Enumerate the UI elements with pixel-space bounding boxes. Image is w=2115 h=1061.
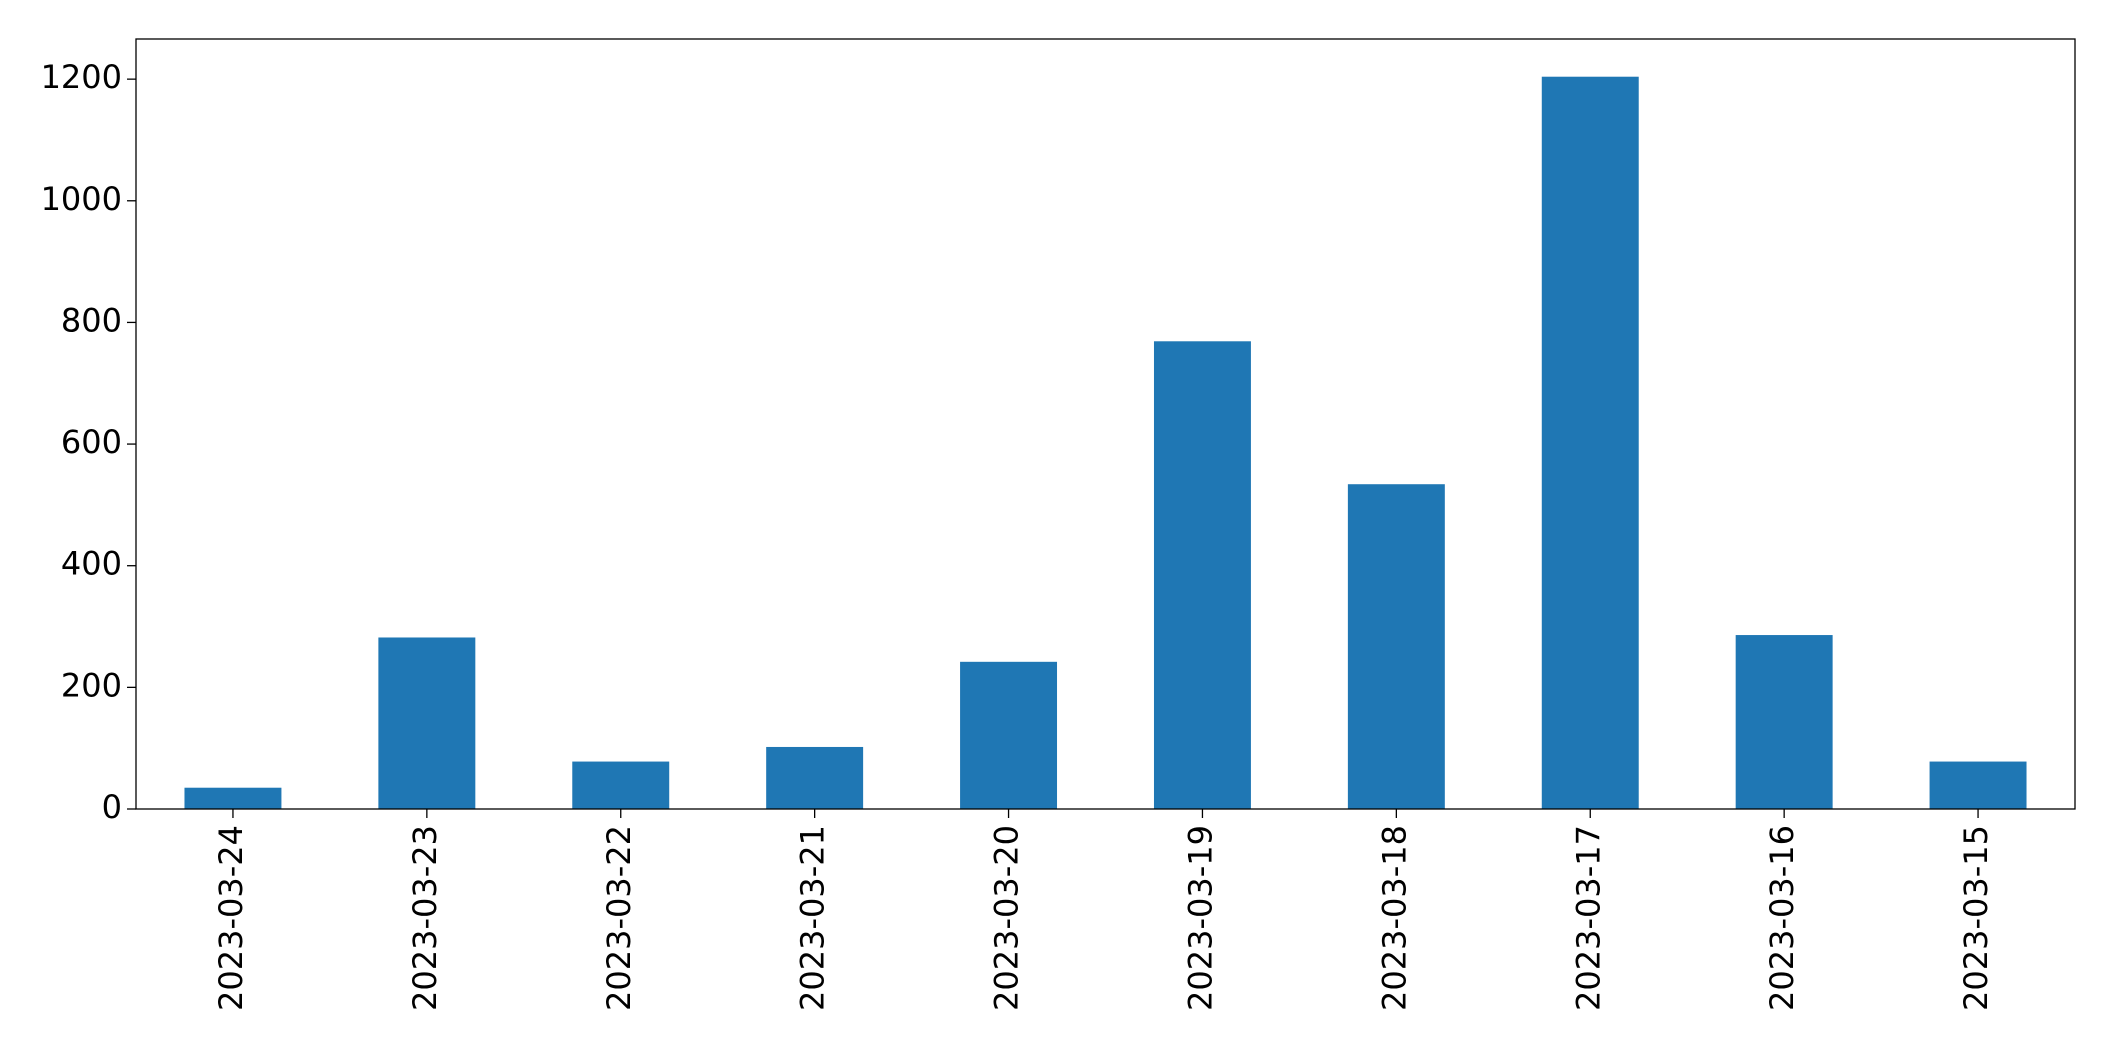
bar [1929,761,2027,809]
bar [960,661,1058,809]
x-tick-label: 2023-03-17 [1569,825,1607,1011]
y-tick-label: 200 [61,666,122,704]
x-tick-label: 2023-03-20 [988,825,1026,1011]
axes-frame [135,38,2076,810]
bar [1153,341,1251,809]
y-tick-label: 1000 [41,180,122,218]
y-tick-label: 800 [61,301,122,339]
bar [1541,76,1639,809]
x-tick-label: 2023-03-24 [212,825,250,1011]
bar [184,787,282,809]
x-tick-label: 2023-03-15 [1957,825,1995,1011]
x-tick-label: 2023-03-19 [1181,825,1219,1011]
y-tick-label: 400 [61,545,122,583]
x-tick-label: 2023-03-16 [1763,825,1801,1011]
bar [766,746,864,809]
x-tick-label: 2023-03-23 [406,825,444,1011]
x-tick-label: 2023-03-21 [794,825,832,1011]
bar [1347,484,1445,809]
y-tick-label: 1200 [41,58,122,96]
x-tick-label: 2023-03-18 [1375,825,1413,1011]
x-tick-label: 2023-03-22 [600,825,638,1011]
bar [378,637,476,809]
bar [572,761,670,809]
y-tick-label: 600 [61,423,122,461]
y-tick-label: 0 [102,788,122,826]
bar [1735,635,1833,809]
